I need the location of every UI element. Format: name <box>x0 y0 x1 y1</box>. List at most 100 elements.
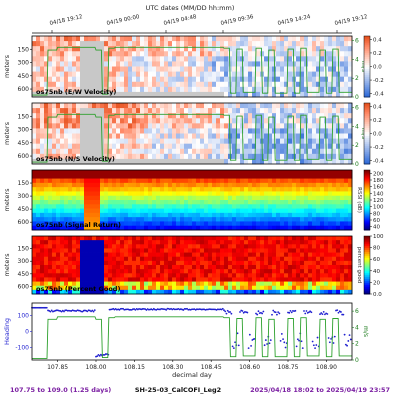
heat-cell <box>264 51 269 57</box>
heat-cell <box>244 277 249 282</box>
heat-cell <box>340 143 345 150</box>
heat-cell <box>160 178 165 184</box>
heat-cell <box>276 289 281 295</box>
heat-cell <box>304 170 309 175</box>
heat-cell <box>220 248 225 253</box>
panel-bg <box>32 303 352 360</box>
heat-cell <box>76 204 81 209</box>
heat-cell <box>132 113 137 119</box>
heat-cell <box>340 187 345 192</box>
heat-cell <box>84 170 89 175</box>
mask-cell <box>84 81 89 88</box>
heat-cell <box>176 61 181 67</box>
heat-cell <box>132 248 137 253</box>
heat-cell <box>248 281 253 287</box>
heat-cell <box>188 103 193 109</box>
heat-cell <box>32 108 37 114</box>
heat-cell <box>80 221 85 227</box>
heat-cell <box>296 244 301 249</box>
heat-cell <box>272 221 277 227</box>
heat-cell <box>200 86 205 93</box>
heat-cell <box>236 133 241 139</box>
heat-cell <box>316 41 321 47</box>
heat-cell <box>192 108 197 114</box>
heat-cell <box>120 260 125 266</box>
heat-cell <box>248 118 253 124</box>
heat-cell <box>232 46 237 52</box>
heat-cell <box>176 212 181 218</box>
heat-cell <box>192 170 197 175</box>
heat-cell <box>196 265 201 270</box>
heat-cell <box>60 269 65 274</box>
heat-cell <box>56 138 61 145</box>
heat-cell <box>112 76 117 83</box>
heat-cell <box>308 273 313 278</box>
heat-cell <box>344 244 349 249</box>
heat-cell <box>44 248 49 253</box>
heat-cell <box>308 46 313 52</box>
heat-cell <box>32 86 37 93</box>
heat-cell <box>40 256 45 262</box>
heading-point <box>330 337 332 340</box>
heat-cell <box>252 113 257 119</box>
heat-cell <box>132 36 137 42</box>
heat-cell <box>264 71 269 78</box>
heat-cell <box>68 265 73 270</box>
heat-cell <box>332 204 337 209</box>
heat-cell <box>252 256 257 262</box>
heat-cell <box>284 123 289 129</box>
heat-cell <box>224 158 229 165</box>
heat-cell <box>268 174 273 179</box>
colorbar-cell <box>364 198 370 201</box>
heat-cell <box>236 212 241 218</box>
heat-cell <box>200 174 205 179</box>
heat-cell <box>180 41 185 47</box>
heat-cell <box>100 240 105 245</box>
heat-cell <box>124 244 129 249</box>
heat-cell <box>128 46 133 52</box>
heat-cell <box>324 113 329 119</box>
heat-cell <box>156 133 161 139</box>
heat-cell <box>168 285 173 291</box>
heat-cell <box>44 265 49 270</box>
heat-cell <box>200 41 205 47</box>
heat-cell <box>160 191 165 197</box>
heat-cell <box>152 86 157 93</box>
heat-cell <box>340 240 345 245</box>
heat-cell <box>328 158 333 165</box>
heat-cell <box>248 191 253 197</box>
heat-cell <box>172 51 177 57</box>
heat-cell <box>280 281 285 287</box>
mask-cell <box>132 91 137 98</box>
heat-cell <box>116 204 121 209</box>
heat-cell <box>148 41 153 47</box>
heat-cell <box>188 208 193 214</box>
heat-cell <box>336 256 341 262</box>
heat-cell <box>264 91 269 98</box>
heat-cell <box>236 281 241 287</box>
heat-cell <box>204 187 209 192</box>
heat-cell <box>212 143 217 150</box>
heat-cell <box>112 212 117 218</box>
heat-cell <box>144 41 149 47</box>
heat-cell <box>316 289 321 295</box>
heat-cell <box>312 191 317 197</box>
heat-cell <box>64 204 69 209</box>
heat-cell <box>332 244 337 249</box>
heat-cell <box>112 113 117 119</box>
heat-cell <box>32 240 37 245</box>
heat-cell <box>108 217 113 222</box>
heat-cell <box>296 71 301 78</box>
heat-cell <box>136 212 141 218</box>
heat-cell <box>68 200 73 205</box>
heat-cell <box>236 252 241 258</box>
heat-cell <box>36 281 41 287</box>
heat-cell <box>208 86 213 93</box>
heat-cell <box>264 158 269 165</box>
heat-cell <box>272 174 277 179</box>
heat-cell <box>240 66 245 72</box>
heat-cell <box>68 170 73 175</box>
heat-cell <box>284 252 289 258</box>
heat-cell <box>268 41 273 47</box>
heat-cell <box>76 289 81 295</box>
